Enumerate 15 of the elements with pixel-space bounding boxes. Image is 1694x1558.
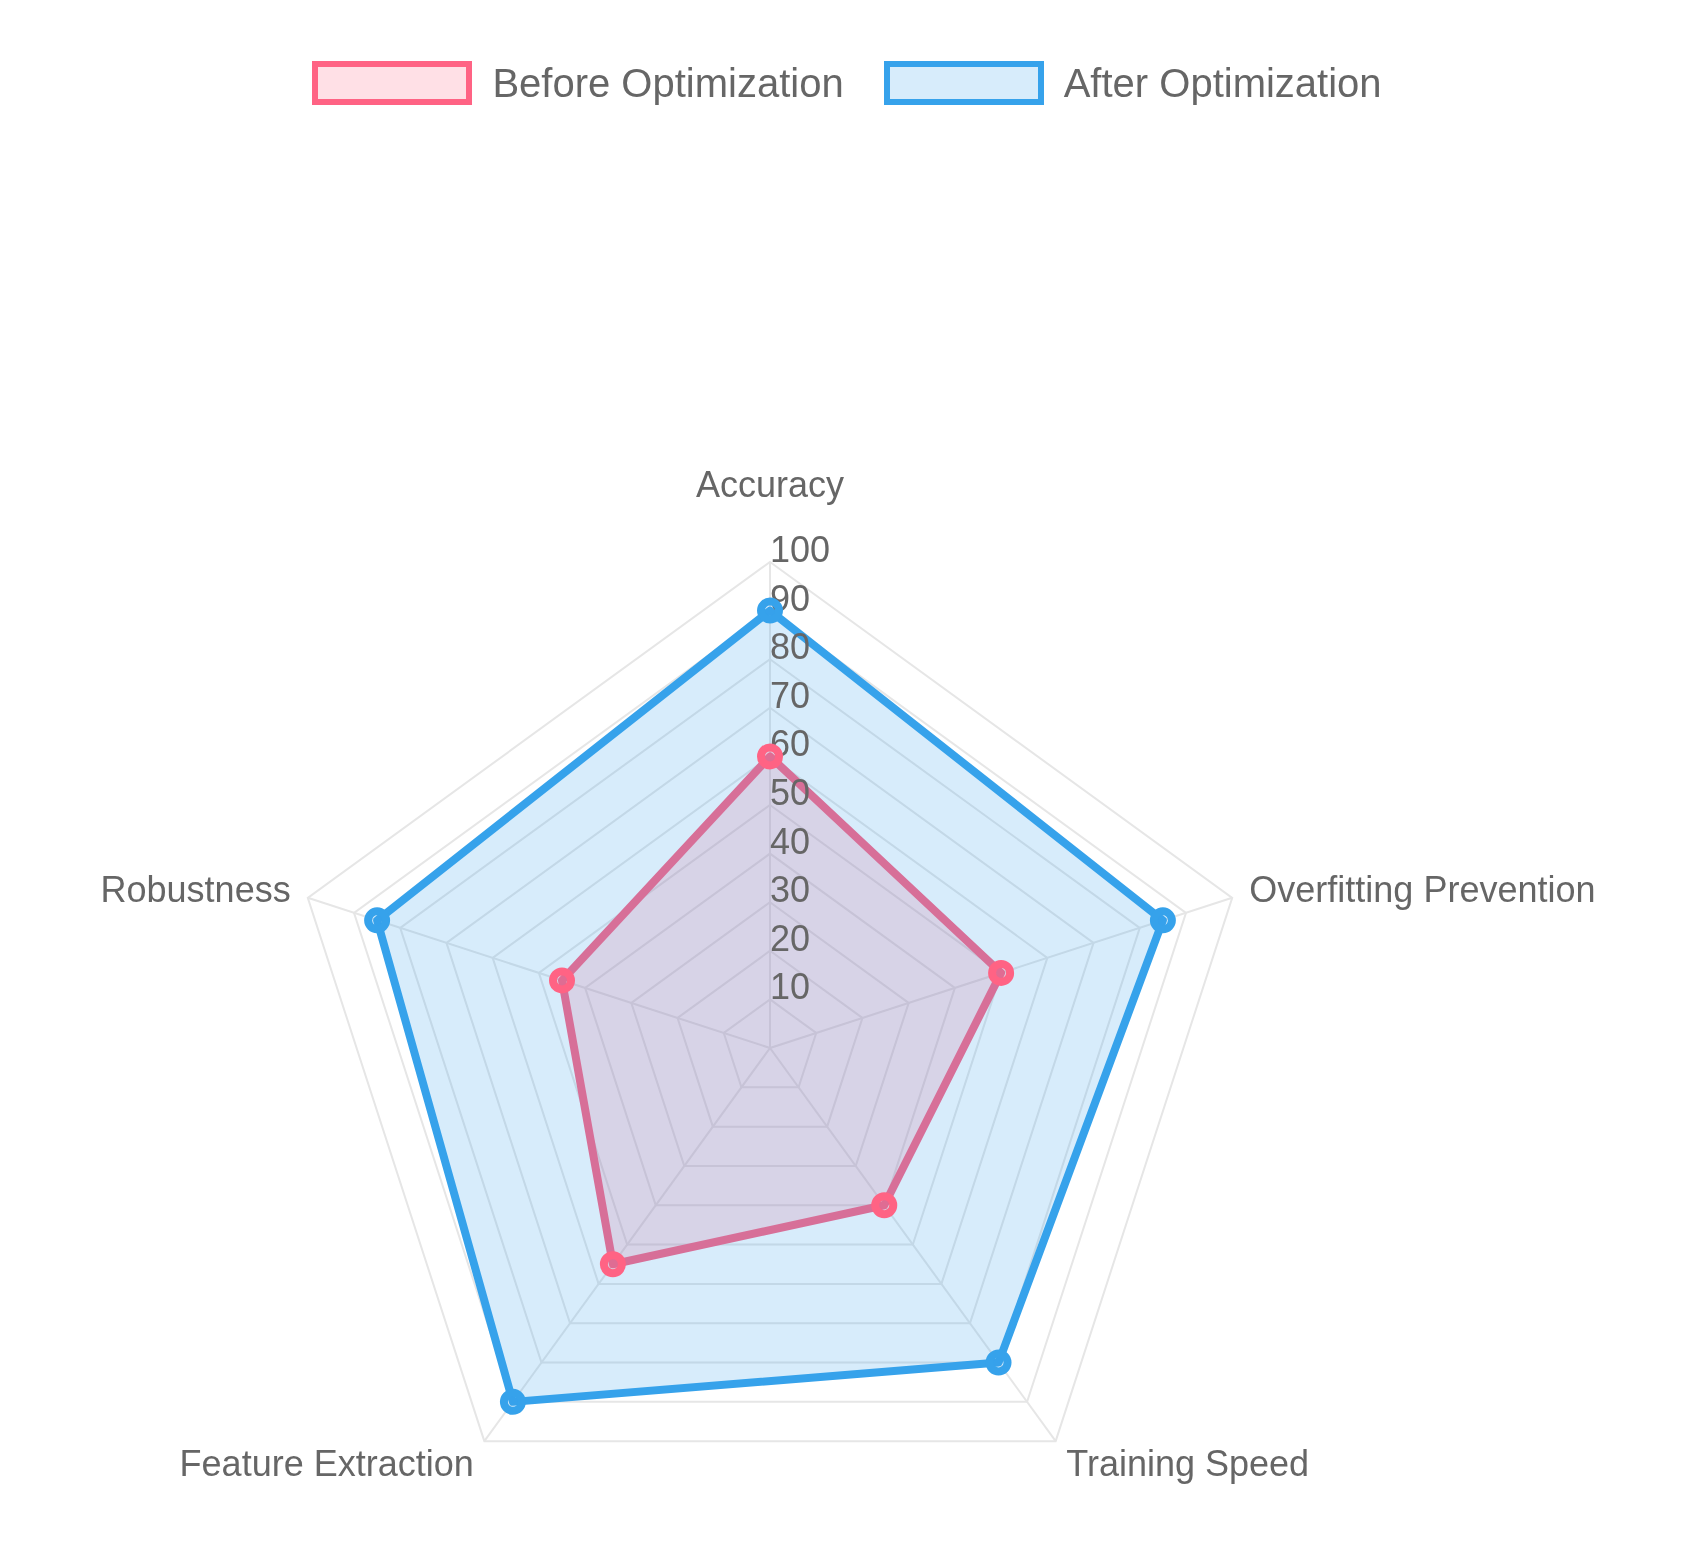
spoke-label: Accuracy — [695, 463, 845, 505]
legend-label: After Optimization — [1063, 60, 1382, 106]
y-tick-label: 10 — [770, 966, 811, 1008]
y-tick-label: 30 — [770, 869, 811, 911]
y-tick-label: 80 — [770, 626, 811, 668]
y-tick-label: 100 — [770, 529, 831, 570]
spoke-label: Training Speed — [1066, 1443, 1310, 1485]
y-tick-label: 70 — [770, 674, 811, 716]
spoke-label: Robustness — [100, 868, 291, 910]
legend-label: Before Optimization — [492, 60, 844, 106]
spoke-label: Overfitting Prevention — [1249, 868, 1596, 910]
y-tick-label: 20 — [770, 917, 811, 959]
spoke-label: Feature Extraction — [179, 1443, 474, 1485]
y-tick-label: 50 — [770, 772, 811, 813]
y-tick-label: 40 — [770, 820, 811, 862]
